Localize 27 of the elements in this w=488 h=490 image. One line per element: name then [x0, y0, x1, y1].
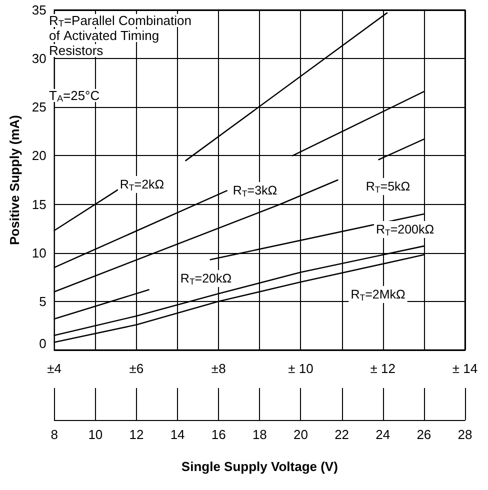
y-tick-label: 5 [39, 294, 46, 309]
x-tick-label: ±6 [129, 361, 144, 376]
x2-axis-title: Single Supply Voltage (V) [181, 459, 338, 474]
y-tick-label: 30 [32, 51, 46, 66]
y-tick-label: 20 [32, 148, 46, 164]
x2-tick-label: 8 [50, 427, 58, 442]
y-tick-label: 0 [39, 336, 46, 351]
x2-tick-label: 14 [170, 427, 185, 442]
x2-tick-label: 26 [416, 427, 432, 442]
y-tick-label: 25 [32, 100, 46, 115]
x-tick-label: ± 12 [370, 361, 396, 376]
x2-tick-label: 10 [88, 427, 103, 442]
x2-tick-label: 12 [129, 427, 144, 442]
x-tick-label: ±8 [211, 361, 226, 376]
x2-tick-label: 20 [294, 427, 308, 442]
x2-tick-label: 16 [211, 427, 226, 442]
y-tick-label: 35 [32, 2, 46, 18]
x-tick-label: ± 14 [452, 361, 478, 376]
y-tick-label: 15 [32, 196, 46, 212]
y-tick-label: 10 [32, 245, 46, 260]
x2-tick-label: 24 [376, 427, 390, 442]
x2-tick-label: 22 [334, 427, 350, 442]
x-tick-label: ± 10 [288, 361, 314, 376]
x2-tick-label: 18 [252, 427, 267, 442]
x-tick-label: ±4 [47, 361, 62, 376]
x2-tick-label: 28 [458, 427, 472, 442]
y-axis-title: Positive Supply (mA) [7, 114, 22, 246]
